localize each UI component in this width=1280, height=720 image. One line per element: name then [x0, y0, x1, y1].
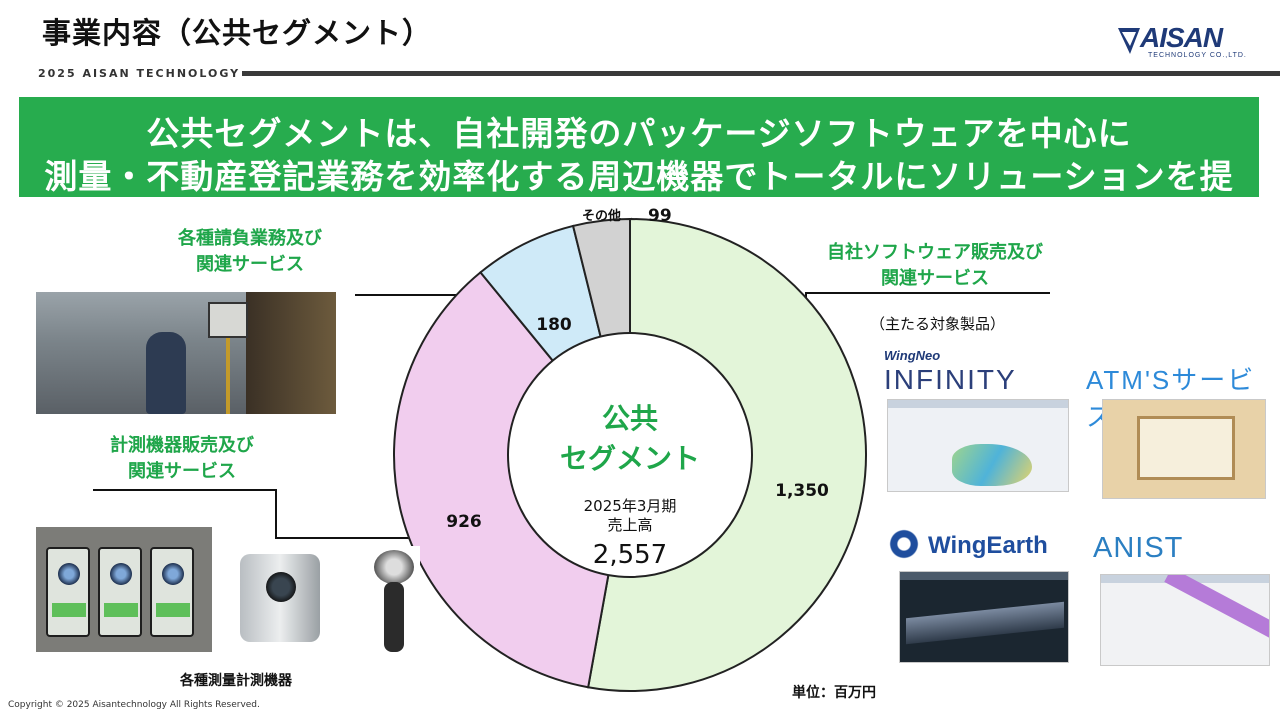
sub-brand: 2025 AISAN TECHNOLOGY: [38, 67, 241, 80]
label-contract-line-1: 各種請負業務及び: [178, 228, 322, 249]
total-station-3: [150, 547, 194, 637]
banner-line-2: 測量・不動産登記業務を効率化する周辺機器でトータルにソリューションを提案。: [44, 157, 1234, 244]
label-software: 自社ソフトウェア販売及び 関連サービス: [800, 240, 1070, 292]
total-station-photo: [36, 527, 212, 652]
center-title-line-2: セグメント: [560, 442, 700, 475]
survey-street-photo: [36, 292, 336, 414]
header-divider: [242, 71, 1280, 76]
logo-subtext: TECHNOLOGY CO.,LTD.: [1148, 52, 1247, 59]
label-instrument-line-1: 計測機器販売及び: [110, 435, 254, 456]
surveyor-figure: [146, 332, 186, 414]
shopfront-shape: [246, 292, 336, 414]
instrument-caption: 各種測量計測機器: [180, 673, 292, 689]
total-station-1: [46, 547, 90, 637]
label-software-line-1: 自社ソフトウェア販売及び: [827, 242, 1043, 263]
scanner-head-shape: [208, 302, 248, 338]
revenue-donut-chart: 1,350 926 180 公共 セグメント 2025年3月期 売上高 2,55…: [393, 217, 867, 692]
wingearth-icon: [886, 528, 922, 560]
logo-text: AISAN: [1140, 22, 1223, 53]
label-instrument-line-2: 関連サービス: [128, 461, 236, 482]
label-contract: 各種請負業務及び 関連サービス: [140, 226, 360, 278]
handheld-scanner-photo: [368, 546, 420, 656]
slice-label-software: 1,350: [775, 481, 829, 501]
label-software-note: （主たる対象製品）: [870, 315, 1006, 333]
center-period-line-1: 2025年3月期: [584, 497, 677, 515]
laser-scanner-photo: [230, 548, 330, 648]
anist-logo: ANIST: [1093, 532, 1184, 564]
wingneo-logo-small: WingNeo: [884, 348, 941, 363]
slice-label-instrument: 926: [446, 512, 482, 532]
slice-label-contract: 180: [536, 315, 572, 335]
center-title-line-1: 公共: [602, 402, 658, 435]
page-title: 事業内容（公共セグメント）: [42, 16, 433, 50]
wingneo-screenshot: [887, 399, 1069, 492]
total-station-2: [98, 547, 142, 637]
center-total: 2,557: [593, 540, 667, 570]
label-software-line-2: 関連サービス: [881, 268, 989, 289]
banner-line-1: 公共セグメントは、自社開発のパッケージソフトウェアを中心に: [146, 114, 1132, 153]
company-logo: AISAN TECHNOLOGY CO.,LTD.: [1118, 22, 1248, 62]
unit-note: 単位：百万円: [792, 685, 876, 701]
copyright: Copyright © 2025 Aisantechnology All Rig…: [8, 700, 260, 710]
label-contract-line-2: 関連サービス: [196, 254, 304, 275]
wingearth-logo: WingEarth: [928, 532, 1048, 559]
slice-label-other: 99: [648, 206, 672, 226]
label-other: その他: [582, 209, 622, 224]
atms-screenshot: [1102, 399, 1266, 499]
logo-mark-icon: [1118, 28, 1140, 54]
wingneo-logo-big: INFINITY: [884, 364, 1017, 395]
wingearth-screenshot: [899, 571, 1069, 663]
anist-screenshot: [1100, 574, 1270, 666]
headline-banner: 公共セグメントは、自社開発のパッケージソフトウェアを中心に 測量・不動産登記業務…: [19, 97, 1259, 244]
donut-hole: [507, 332, 753, 578]
center-period-line-2: 売上高: [607, 516, 652, 534]
label-instrument: 計測機器販売及び 関連サービス: [72, 433, 292, 485]
